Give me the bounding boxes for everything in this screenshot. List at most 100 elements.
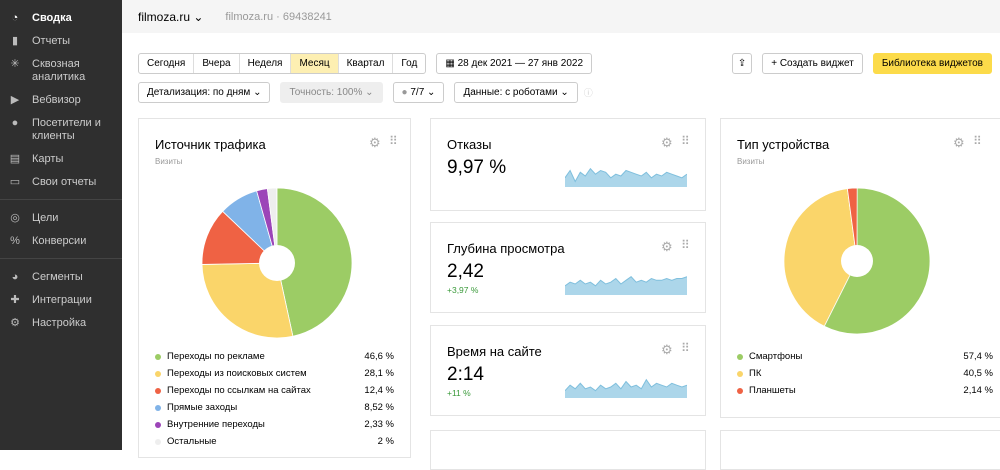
site-name: filmoza.ru — [138, 9, 191, 24]
widget-library-button[interactable]: Библиотека виджетов — [872, 53, 992, 74]
detail-label: Детализация: по дням — [147, 87, 251, 98]
period-tab[interactable]: Месяц — [291, 54, 339, 73]
pie-hole — [841, 245, 873, 277]
sparkline — [565, 167, 687, 187]
legend-value: 28,1 % — [364, 368, 394, 379]
legend-value: 8,52 % — [364, 402, 394, 413]
sidebar-item[interactable]: ✳ Сквозная аналитика — [0, 58, 122, 84]
metric-delta: +3,97 % — [447, 285, 479, 295]
period-tab[interactable]: Вчера — [194, 54, 240, 73]
widget-subtitle: Визиты — [155, 157, 183, 166]
legend-item[interactable]: Переходы по рекламе 46,6 % — [155, 348, 394, 365]
play-icon: ▶ — [10, 94, 20, 106]
sidebar-item[interactable]: ▤ Карты — [0, 153, 122, 166]
sparkline — [565, 276, 687, 295]
bar-chart-icon: ▮ — [11, 35, 19, 47]
sidebar-item[interactable]: ▶ Вебвизор — [0, 94, 122, 107]
period-tab[interactable]: Год — [401, 58, 418, 69]
pie-slice[interactable] — [846, 187, 858, 262]
plus-icon: + — [771, 58, 778, 69]
legend-item[interactable]: Переходы по ссылкам на сайтах 12,4 % — [155, 382, 394, 399]
legend-dot — [155, 370, 161, 377]
detail-dropdown[interactable]: Детализация: по дням ⌄ — [138, 82, 271, 103]
sidebar-item[interactable]: % Конверсии — [0, 235, 122, 248]
drag-handle-icon[interactable]: ⠿ — [681, 341, 690, 355]
pie-slice[interactable] — [276, 187, 353, 337]
sidebar-item-label: Карты — [32, 153, 64, 165]
legend-dot — [155, 404, 161, 411]
sidebar-item-label: Интеграции — [32, 294, 92, 306]
sidebar-item[interactable]: ✚ Интеграции — [0, 294, 122, 307]
gear-icon[interactable]: ⚙ — [661, 342, 673, 357]
legend-value: 57,4 % — [963, 351, 993, 362]
legend-item[interactable]: Переходы из поисковых систем 28,1 % — [155, 365, 394, 382]
sparkline-area — [565, 168, 687, 187]
sidebar-item[interactable]: ◔ Сводка — [0, 12, 122, 25]
header: filmoza.ru ⌄ filmoza.ru · 69438241 — [122, 0, 1000, 33]
actions: ⇪ + Создать виджет Библиотека виджетов — [731, 53, 992, 74]
legend-item[interactable]: Смартфоны 57,4 % — [737, 348, 993, 365]
pie-slice[interactable] — [823, 187, 931, 335]
legend-value: 46,6 % — [364, 351, 394, 362]
sparkline-line — [565, 378, 687, 392]
drag-handle-icon[interactable]: ⠿ — [389, 134, 398, 148]
legend-value: 2,33 % — [364, 419, 394, 430]
legend-dot — [737, 370, 743, 377]
period-selector: Сегодня Вчера Неделя Месяц Квартал Год — [138, 53, 427, 74]
map-icon: ▤ — [9, 153, 21, 165]
sidebar-divider — [0, 199, 122, 200]
pie-slice[interactable] — [201, 210, 278, 265]
drag-handle-icon[interactable]: ⠿ — [681, 238, 690, 252]
legend-label: Смартфоны — [749, 351, 803, 362]
puzzle-icon: ✚ — [10, 294, 20, 306]
accuracy-dropdown[interactable]: Точность: 100% ⌄ — [280, 82, 383, 103]
percent-icon: % — [10, 235, 20, 247]
sidebar-item[interactable]: ● Посетители и клиенты — [0, 117, 122, 143]
accuracy-label: Точность: 100% — [289, 87, 363, 98]
legend-item[interactable]: Остальные 2 % — [155, 433, 394, 450]
legend-label: Прямые заходы — [167, 402, 238, 413]
pie-slice[interactable] — [201, 262, 294, 339]
date-range-button[interactable]: ▦ 28 дек 2021 — 27 янв 2022 — [436, 53, 593, 74]
attribution-label: 7/7 — [410, 87, 425, 98]
legend-value: 12,4 % — [364, 385, 394, 396]
metric-value: 2:14 — [447, 364, 484, 385]
legend-value: 2 % — [377, 436, 394, 447]
pie-icon: ◕ — [11, 271, 19, 283]
legend-item[interactable]: Внутренние переходы 2,33 % — [155, 416, 394, 433]
create-widget-button[interactable]: + Создать виджет — [762, 53, 863, 74]
device-legend: Смартфоны 57,4 % ПК 40,5 % Планшеты 2,14 % — [737, 348, 993, 399]
pie-slice[interactable] — [266, 187, 278, 264]
gear-icon[interactable]: ⚙ — [661, 135, 673, 150]
sidebar-item-label: Сводка — [32, 12, 72, 24]
pie-slice[interactable] — [783, 188, 858, 327]
attribution-dropdown[interactable]: ● 7/7 ⌄ — [392, 82, 445, 103]
site-selector[interactable]: filmoza.ru ⌄ — [138, 9, 204, 24]
help-icon[interactable]: ⓘ — [583, 88, 593, 98]
gear-icon[interactable]: ⚙ — [369, 135, 381, 150]
period-tab[interactable]: Неделя — [240, 54, 292, 73]
sidebar-item[interactable]: ◎ Цели — [0, 212, 122, 225]
sidebar-item[interactable]: ▭ Свои отчеты — [0, 176, 122, 189]
device-pie-chart — [783, 187, 931, 335]
drag-handle-icon[interactable]: ⠿ — [681, 134, 690, 148]
export-button[interactable]: ⇪ — [731, 53, 753, 74]
device-type-widget: Тип устройства Визиты ⚙ ⠿ Смартфоны 57,4 … — [720, 118, 1000, 418]
gear-icon[interactable]: ⚙ — [661, 239, 673, 254]
widget-title: Тип устройства — [737, 137, 830, 152]
legend-item[interactable]: ПК 40,5 % — [737, 365, 993, 382]
sidebar-divider — [0, 258, 122, 259]
legend-item[interactable]: Прямые заходы 8,52 % — [155, 399, 394, 416]
gear-icon[interactable]: ⚙ — [953, 135, 965, 150]
snowflake-icon: ✳ — [10, 58, 20, 70]
sidebar-item[interactable]: ◕ Сегменты — [0, 271, 122, 284]
robots-dropdown[interactable]: Данные: с роботами ⌄ — [454, 82, 578, 103]
drag-handle-icon[interactable]: ⠿ — [973, 134, 982, 148]
period-tab[interactable]: Квартал — [339, 54, 394, 73]
sidebar-item[interactable]: ▮ Отчеты — [0, 35, 122, 48]
legend-item[interactable]: Планшеты 2,14 % — [737, 382, 993, 399]
period-tab[interactable]: Сегодня — [139, 54, 195, 73]
legend-dot — [155, 438, 161, 445]
sidebar-item[interactable]: ⚙ Настройка — [0, 317, 122, 330]
legend-dot — [155, 387, 161, 394]
